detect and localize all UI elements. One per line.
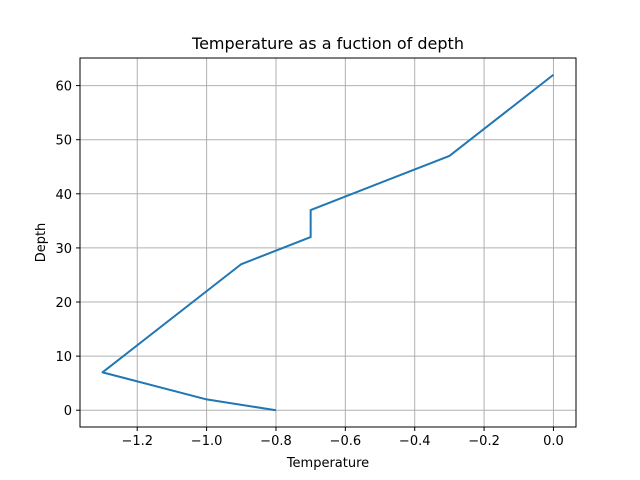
grid bbox=[80, 58, 576, 427]
x-tick-label: −0.8 bbox=[260, 434, 292, 449]
ticks: −1.2 −1.0 −0.8 −0.6 −0.4 −0.2 0.0 0 10 20 30 40 50 60 bbox=[55, 80, 563, 449]
x-tick-label: −0.6 bbox=[330, 434, 362, 449]
y-tick-label: 20 bbox=[55, 296, 72, 311]
chart-title: Temperature as a fuction of depth bbox=[191, 34, 464, 53]
data-point bbox=[275, 409, 277, 411]
x-tick-label: −1.0 bbox=[191, 434, 223, 449]
y-tick-label: 0 bbox=[64, 404, 72, 419]
x-tick-label: −0.4 bbox=[399, 434, 431, 449]
series-layer bbox=[101, 73, 555, 412]
y-tick-label: 60 bbox=[55, 80, 72, 95]
data-point bbox=[310, 236, 312, 238]
plot-frame bbox=[79, 57, 577, 428]
x-tick-label: 0.0 bbox=[543, 434, 564, 449]
data-point bbox=[448, 155, 450, 157]
data-point bbox=[240, 263, 242, 265]
data-point bbox=[206, 398, 208, 400]
x-axis-label: Temperature bbox=[286, 456, 369, 471]
y-tick-label: 30 bbox=[55, 242, 72, 257]
y-tick-label: 40 bbox=[55, 188, 72, 203]
x-tick-label: −0.2 bbox=[468, 434, 500, 449]
y-tick-label: 10 bbox=[55, 350, 72, 365]
x-tick-label: −1.2 bbox=[121, 434, 153, 449]
data-point bbox=[102, 371, 104, 373]
y-tick-label: 50 bbox=[55, 134, 72, 149]
data-point bbox=[310, 209, 312, 211]
series-line bbox=[101, 73, 555, 412]
data-point bbox=[552, 74, 554, 76]
y-axis-label: Depth bbox=[34, 223, 49, 263]
